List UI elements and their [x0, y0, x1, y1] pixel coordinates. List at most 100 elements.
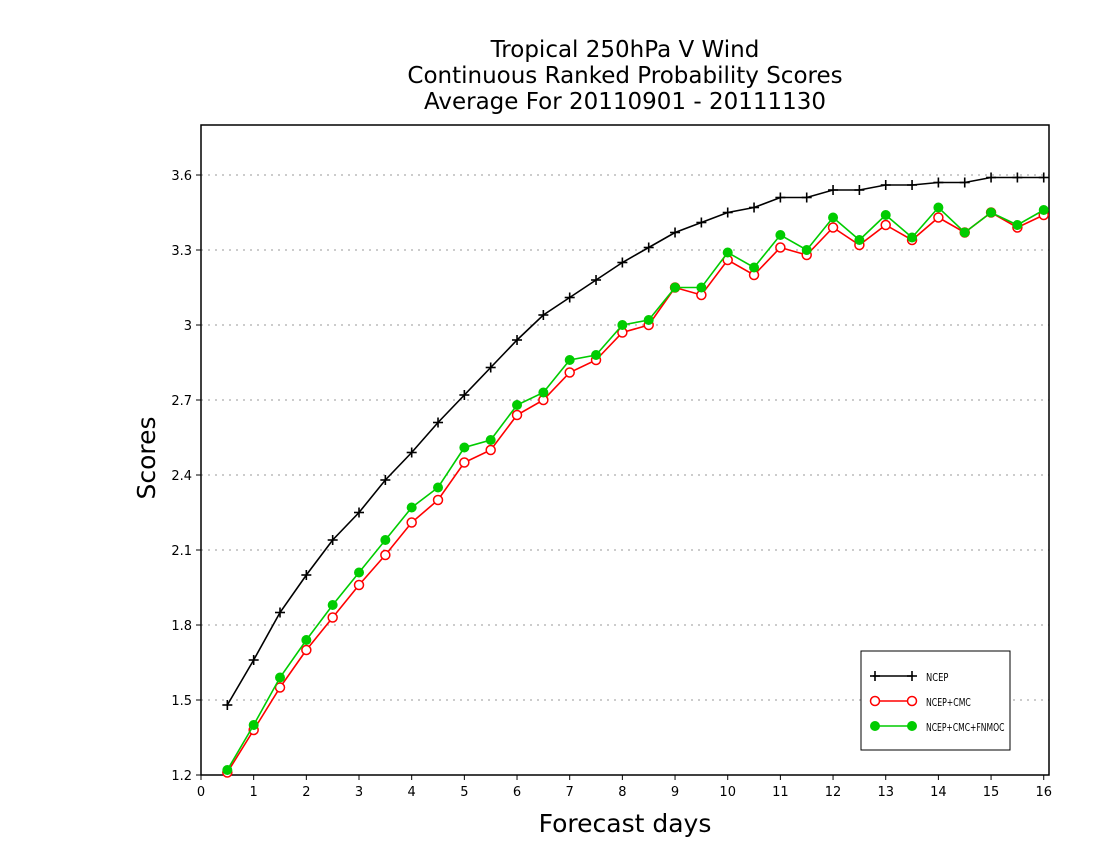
legend-marker — [870, 671, 880, 681]
x-tick-label: 6 — [513, 785, 521, 800]
series-line — [226, 176, 1044, 706]
gridlines — [201, 174, 1049, 701]
data-point — [512, 400, 523, 410]
data-point — [670, 227, 681, 238]
series-line — [226, 206, 1045, 771]
data-point — [933, 177, 944, 188]
y-tick-label: 1.8 — [171, 619, 192, 634]
legend-item-2: NCEP+CMC+FNMOC — [870, 721, 1005, 734]
x-tick-label: 14 — [930, 785, 947, 800]
data-point — [959, 177, 970, 188]
data-point — [907, 232, 918, 243]
data-point — [643, 242, 654, 253]
x-tick-label: 7 — [566, 785, 574, 800]
y-tick-label: 3.6 — [171, 169, 192, 184]
legend-marker — [906, 695, 918, 707]
data-point — [828, 185, 839, 195]
data-point — [459, 442, 470, 453]
x-tick-label: 9 — [671, 785, 679, 800]
data-point — [696, 282, 707, 293]
x-tick-label: 10 — [719, 785, 736, 800]
data-point — [696, 217, 707, 228]
data-point — [301, 635, 312, 645]
x-tick-label: 5 — [460, 785, 468, 800]
x-axis-label: Forecast days — [539, 809, 712, 838]
legend-marker — [869, 695, 881, 707]
y-tick-label: 1.2 — [171, 769, 192, 784]
data-point — [670, 282, 681, 293]
y-tick-label: 2.4 — [171, 469, 192, 484]
data-point — [828, 212, 839, 223]
data-point — [274, 682, 286, 693]
chart-title-line-1: Tropical 250hPa V Wind — [490, 37, 760, 63]
legend-item-1: NCEP+CMC — [869, 695, 971, 709]
legend: NCEP NCEP+CMC NCEP+CMC+FNMOC — [860, 650, 1011, 751]
data-point — [327, 535, 338, 545]
data-point — [406, 447, 417, 458]
data-point — [617, 257, 628, 268]
data-point — [775, 242, 786, 253]
data-point — [485, 435, 496, 445]
data-point — [459, 390, 470, 400]
data-point — [564, 355, 575, 365]
legend-marker — [907, 721, 917, 731]
x-tick-label: 4 — [408, 785, 416, 800]
data-point — [275, 607, 286, 618]
data-point — [459, 457, 470, 468]
data-point — [248, 655, 259, 665]
y-tick-label: 1.5 — [171, 694, 192, 709]
plot-frame — [200, 124, 1050, 776]
series-2 — [222, 202, 1049, 775]
data-point — [354, 567, 365, 578]
data-point — [986, 172, 997, 183]
data-point — [380, 535, 391, 545]
data-point — [1012, 220, 1023, 230]
legend-marker — [870, 721, 880, 731]
chart-title-line-2: Continuous Ranked Probability Scores — [407, 63, 843, 89]
data-point — [880, 180, 891, 190]
y-tick-label: 2.1 — [171, 544, 192, 559]
data-point — [380, 475, 391, 485]
data-point — [327, 600, 338, 610]
data-point — [433, 482, 444, 493]
data-point — [327, 612, 338, 623]
data-point — [406, 517, 417, 528]
data-point — [591, 275, 602, 285]
data-point — [933, 202, 944, 213]
y-tick-label: 3 — [184, 319, 192, 334]
data-point — [749, 262, 760, 273]
data-point — [617, 320, 628, 330]
x-tick-label: 3 — [355, 785, 363, 800]
data-point — [854, 185, 865, 195]
data-point — [512, 335, 523, 345]
axis-ticks: 1.21.51.82.12.42.733.33.60 1 2 3 4 5 6 7 8 9 10 11 1… — [171, 169, 1052, 800]
y-tick-label: 2.7 — [171, 394, 192, 409]
data-point — [1038, 172, 1049, 183]
data-point — [433, 417, 444, 428]
x-tick-label: 8 — [618, 785, 626, 800]
data-point — [591, 350, 602, 360]
data-point — [959, 227, 970, 238]
x-tick-label: 16 — [1035, 785, 1052, 800]
series-0 — [222, 172, 1049, 710]
data-point — [564, 292, 575, 303]
data-point — [222, 700, 233, 710]
legend-label: NCEP — [926, 671, 949, 684]
data-point — [538, 387, 549, 398]
data-point — [722, 207, 733, 218]
y-tick-label: 3.3 — [171, 244, 192, 259]
data-point — [511, 409, 523, 421]
data-point — [722, 247, 733, 258]
data-point — [643, 315, 654, 325]
x-tick-label: 1 — [250, 785, 258, 800]
data-point — [485, 362, 496, 373]
data-point — [880, 219, 891, 231]
legend-label: NCEP+CMC — [926, 696, 971, 709]
data-point — [538, 310, 549, 320]
data-point — [1038, 205, 1049, 215]
data-point — [775, 230, 786, 240]
x-tick-label: 11 — [772, 785, 789, 800]
x-tick-label: 12 — [825, 785, 842, 800]
x-tick-label: 13 — [877, 785, 894, 800]
x-tick-label: 15 — [983, 785, 1000, 800]
